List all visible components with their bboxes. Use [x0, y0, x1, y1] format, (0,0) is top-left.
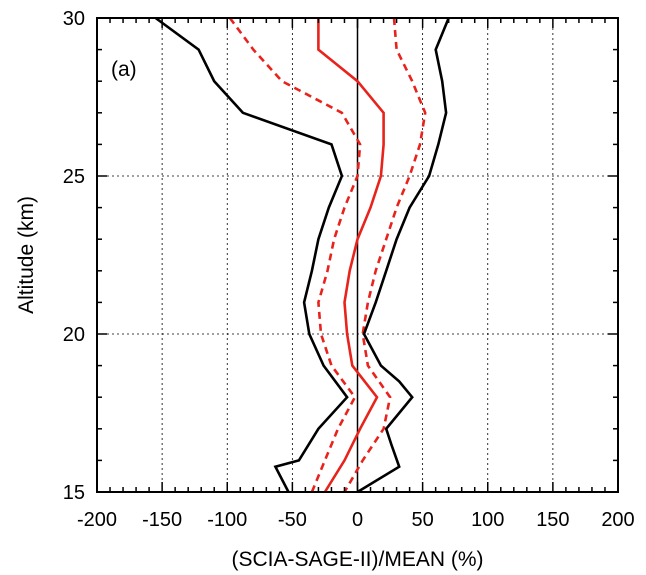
x-tick-label: 0 [352, 509, 363, 531]
x-tick-label: -50 [278, 509, 307, 531]
series-line-3 [317, 18, 385, 493]
tick-labels: -200 -150 -100 -50 0 50 100 150 200 15 20 25 30 [63, 8, 635, 531]
y-tick-label: 30 [63, 8, 85, 30]
x-axis-title: (SCIA-SAGE-II)/MEAN (%) [231, 548, 483, 571]
panel-label: (a) [111, 58, 137, 81]
x-tick-label: 200 [601, 509, 634, 531]
tick-marks [96, 17, 619, 493]
series-line-5 [356, 17, 450, 494]
y-tick-label: 20 [63, 324, 85, 346]
series-group [154, 16, 450, 494]
series-line-2 [228, 17, 362, 493]
series-line-1 [154, 16, 349, 493]
y-tick-label: 25 [63, 166, 85, 188]
y-axis-title: Altitude (km) [15, 196, 38, 314]
series-line-4 [343, 17, 427, 493]
y-tick-label: 15 [63, 482, 85, 504]
x-tick-label: 150 [536, 509, 569, 531]
x-tick-label: -150 [142, 509, 182, 531]
x-tick-label: -100 [207, 509, 247, 531]
x-tick-label: 50 [412, 509, 434, 531]
x-tick-label: -200 [77, 509, 117, 531]
x-tick-label: 100 [471, 509, 504, 531]
